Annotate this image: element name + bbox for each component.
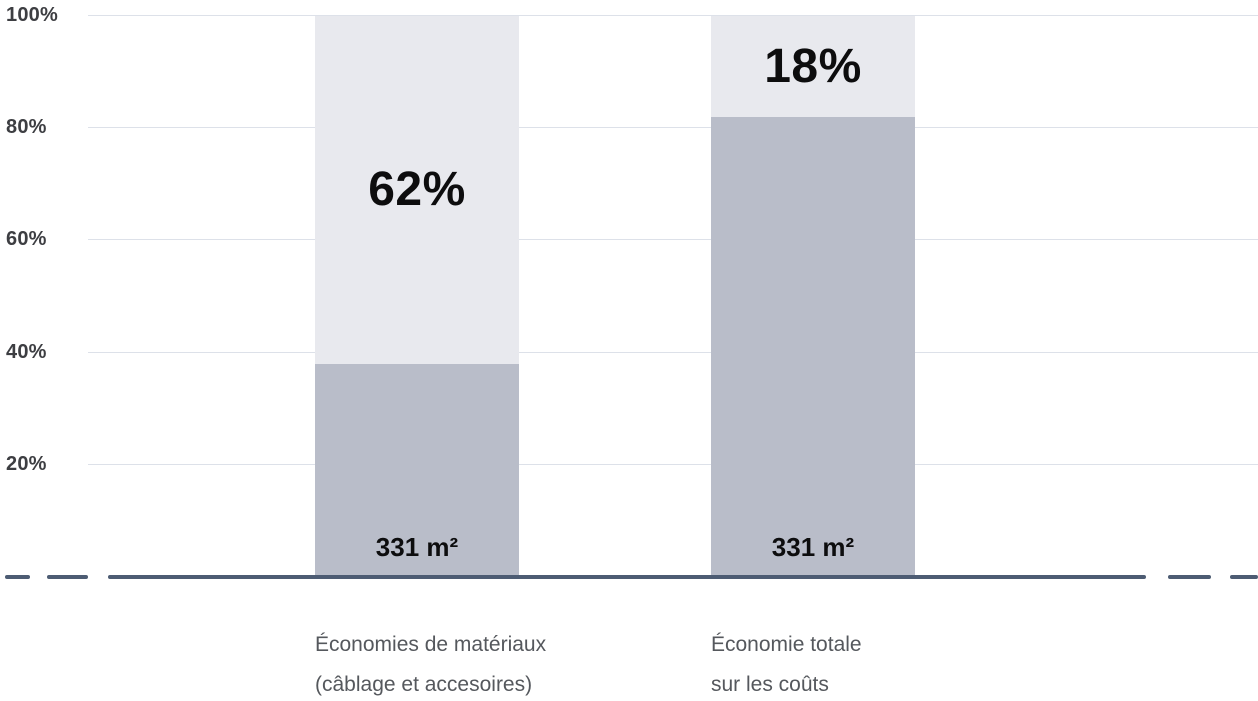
bar-2-savings-segment: 18%	[711, 16, 915, 117]
category-label-1: Économies de matériaux (câblage et acceso…	[315, 625, 546, 701]
gridline-60	[88, 239, 1258, 241]
y-tick-label-100: 100%	[6, 4, 58, 27]
gridline-20	[88, 463, 1258, 465]
bar-1-base-segment: 331 m²	[315, 363, 519, 577]
category-label-2-line-1: Économie totale	[711, 633, 862, 656]
bar-2-percent-label: 18%	[764, 39, 862, 93]
y-tick-label-80: 80%	[6, 116, 47, 139]
y-tick-label-40: 40%	[6, 340, 47, 363]
category-label-1-line-2: (câblage et accesoires)	[315, 673, 533, 696]
x-axis-baseline	[5, 575, 1258, 579]
bar-1-savings-segment: 62%	[315, 16, 519, 364]
y-tick-label-20: 20%	[6, 452, 47, 475]
category-label-2-line-2: sur les coûts	[711, 673, 829, 696]
stacked-bar-2: 18% 331 m²	[711, 16, 915, 577]
gridline-100	[88, 15, 1258, 16]
bar-2-base-segment: 331 m²	[711, 116, 915, 577]
gridline-40	[88, 351, 1258, 353]
category-label-1-line-1: Économies de matériaux	[315, 633, 547, 656]
y-tick-label-60: 60%	[6, 228, 47, 251]
bar-1-percent-label: 62%	[368, 163, 466, 217]
category-label-2: Économie totale sur les coûts	[711, 625, 862, 701]
bar-1-area-label: 331 m²	[375, 531, 459, 562]
stacked-bar-1: 62% 331 m²	[315, 16, 519, 577]
bar-2-area-label: 331 m²	[771, 531, 855, 562]
gridline-80	[88, 127, 1258, 129]
